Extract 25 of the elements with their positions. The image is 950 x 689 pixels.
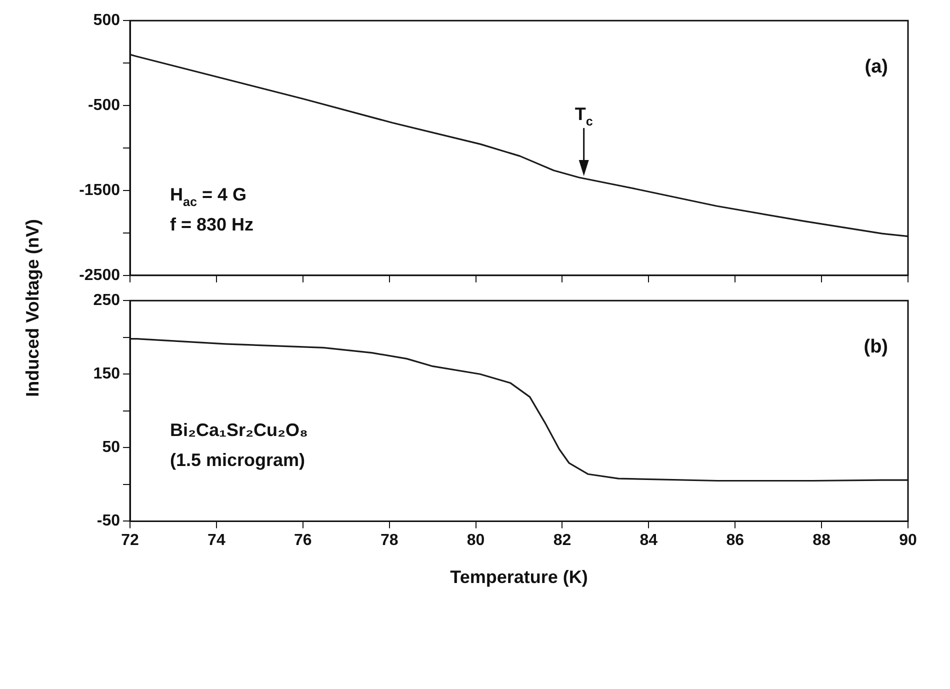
x-axis-title: Temperature (K) xyxy=(450,567,588,588)
y-tick-label: -2500 xyxy=(79,266,120,284)
x-tick-label: 76 xyxy=(294,532,312,550)
x-tick-label: 88 xyxy=(812,532,831,550)
x-tick-label: 84 xyxy=(640,532,658,550)
x-tick-label: 90 xyxy=(899,532,917,550)
x-tick-label: 86 xyxy=(726,532,744,550)
annotation: (a) xyxy=(864,56,888,78)
y-tick-label: -50 xyxy=(96,512,120,530)
annotation: (b) xyxy=(864,336,888,358)
y-tick-label: -1500 xyxy=(79,182,120,199)
x-tick-label: 80 xyxy=(466,532,485,550)
y-tick-label: 150 xyxy=(93,366,120,383)
annotation: f = 830 Hz xyxy=(170,214,254,234)
annotation: Bi₂Ca₁Sr₂Cu₂O₈ xyxy=(170,420,308,440)
x-tick-label: 74 xyxy=(208,532,226,550)
x-tick-label: 82 xyxy=(553,532,572,550)
y-tick-label: -500 xyxy=(88,96,120,114)
y-tick-label: 50 xyxy=(102,439,120,456)
y-tick-label: 500 xyxy=(93,12,120,30)
y-axis-title: Induced Voltage (nV) xyxy=(22,219,44,397)
annotation: (1.5 microgram) xyxy=(170,450,306,470)
x-tick-label: 72 xyxy=(121,532,139,550)
x-tick-label: 78 xyxy=(380,532,398,550)
y-tick-label: 250 xyxy=(93,292,120,310)
